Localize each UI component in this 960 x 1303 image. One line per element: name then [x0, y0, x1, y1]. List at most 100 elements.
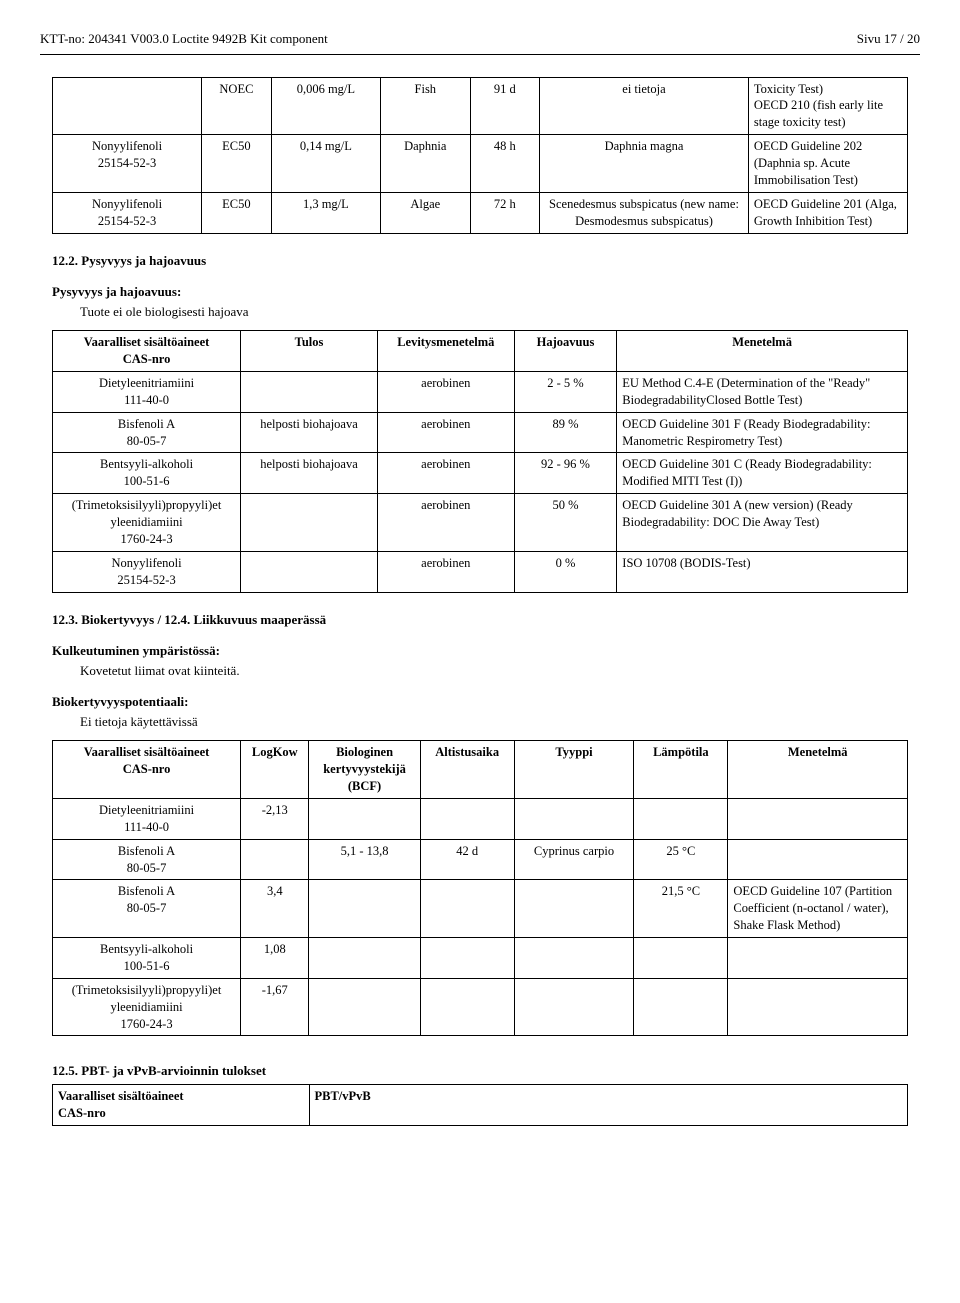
table-cell: Algae [381, 192, 470, 233]
table-cell: 50 % [514, 494, 617, 552]
table-cell: OECD Guideline 301 F (Ready Biodegradabi… [617, 412, 908, 453]
table-cell: EC50 [202, 135, 272, 193]
table-cell [514, 978, 634, 1036]
table-cell: 1,08 [241, 938, 309, 979]
pbt-header-substance: Vaaralliset sisältöaineet CAS-nro [53, 1084, 310, 1125]
table-cell: Toxicity Test) OECD 210 (fish early lite… [748, 77, 907, 135]
table-cell: aerobinen [377, 371, 514, 412]
table-cell [634, 978, 728, 1036]
table-cell [420, 938, 514, 979]
table-cell: (Trimetoksisilyyli)propyyli)et yleenidia… [53, 494, 241, 552]
table-cell [420, 798, 514, 839]
table-cell: aerobinen [377, 551, 514, 592]
ecotox-table: NOEC0,006 mg/LFish91 dei tietojaToxicity… [52, 77, 908, 234]
table-cell [728, 978, 908, 1036]
table-row: (Trimetoksisilyyli)propyyli)et yleenidia… [53, 978, 908, 1036]
table-row: Bisfenoli A 80-05-75,1 - 13,842 dCyprinu… [53, 839, 908, 880]
table-cell: OECD Guideline 301 C (Ready Biodegradabi… [617, 453, 908, 494]
table-cell [309, 798, 420, 839]
table-cell: 89 % [514, 412, 617, 453]
table-cell: Dietyleenitriamiini 111-40-0 [53, 371, 241, 412]
table-cell [728, 938, 908, 979]
table-header: Menetelmä [728, 741, 908, 799]
section-12-3-title: 12.3. Biokertyvyys / 12.4. Liikkuvuus ma… [52, 611, 920, 629]
table-cell: ISO 10708 (BODIS-Test) [617, 551, 908, 592]
table-cell: 5,1 - 13,8 [309, 839, 420, 880]
section-12-2-title: 12.2. Pysyvyys ja hajoavuus [52, 252, 920, 270]
table-cell: 0,14 mg/L [271, 135, 380, 193]
table-cell: 0,006 mg/L [271, 77, 380, 135]
transport-text: Kovetetut liimat ovat kiinteitä. [80, 662, 920, 680]
table-row: Bisfenoli A 80-05-7helposti biohajoavaae… [53, 412, 908, 453]
bioaccum-text: Ei tietoja käytettävissä [80, 713, 920, 731]
table-cell: Dietyleenitriamiini 111-40-0 [53, 798, 241, 839]
table-cell: Bisfenoli A 80-05-7 [53, 839, 241, 880]
table-cell: OECD Guideline 201 (Alga, Growth Inhibit… [748, 192, 907, 233]
table-row: NOEC0,006 mg/LFish91 dei tietojaToxicity… [53, 77, 908, 135]
table-cell [514, 798, 634, 839]
table-row: Bentsyyli-alkoholi 100-51-6helposti bioh… [53, 453, 908, 494]
table-header: Biologinenkertyvyystekijä(BCF) [309, 741, 420, 799]
table-cell [728, 798, 908, 839]
table-cell: aerobinen [377, 494, 514, 552]
table-row: Dietyleenitriamiini 111-40-0-2,13 [53, 798, 908, 839]
table-cell: Bentsyyli-alkoholi 100-51-6 [53, 453, 241, 494]
table-cell [241, 839, 309, 880]
table-cell: OECD Guideline 301 A (new version) (Read… [617, 494, 908, 552]
table-cell: aerobinen [377, 412, 514, 453]
table-header: Levitysmenetelmä [377, 331, 514, 372]
table-cell: Daphnia magna [540, 135, 749, 193]
table-cell: Nonyylifenoli 25154-52-3 [53, 551, 241, 592]
table-cell: 1,3 mg/L [271, 192, 380, 233]
table-cell: Bisfenoli A 80-05-7 [53, 412, 241, 453]
header-left: KTT-no: 204341 V003.0 Loctite 9492B Kit … [40, 30, 328, 48]
table-cell: OECD Guideline 107 (Partition Coefficien… [728, 880, 908, 938]
table-row: Dietyleenitriamiini 111-40-0aerobinen2 -… [53, 371, 908, 412]
transport-subtitle: Kulkeutuminen ympäristössä: [52, 642, 920, 660]
table-row: Nonyylifenoli 25154-52-3EC500,14 mg/LDap… [53, 135, 908, 193]
table-cell: NOEC [202, 77, 272, 135]
table-cell: helposti biohajoava [241, 412, 378, 453]
section-12-5-title: 12.5. PBT- ja vPvB-arvioinnin tulokset [52, 1062, 920, 1080]
table-cell: -1,67 [241, 978, 309, 1036]
table-cell: 42 d [420, 839, 514, 880]
table-header: Vaaralliset sisältöaineetCAS-nro [53, 331, 241, 372]
table-cell [420, 978, 514, 1036]
table-row: Nonyylifenoli 25154-52-3EC501,3 mg/LAlga… [53, 192, 908, 233]
table-header: Tulos [241, 331, 378, 372]
header-divider [40, 54, 920, 55]
table-cell: (Trimetoksisilyyli)propyyli)et yleenidia… [53, 978, 241, 1036]
table-cell [241, 494, 378, 552]
table-cell: Daphnia [381, 135, 470, 193]
bioaccumulation-table: Vaaralliset sisältöaineetCAS-nroLogKowBi… [52, 740, 908, 1036]
table-cell: EC50 [202, 192, 272, 233]
table-cell: Fish [381, 77, 470, 135]
table-cell: 3,4 [241, 880, 309, 938]
table-header: Altistusaika [420, 741, 514, 799]
table-cell: 0 % [514, 551, 617, 592]
table-header: Menetelmä [617, 331, 908, 372]
table-cell: helposti biohajoava [241, 453, 378, 494]
persistence-subtitle: Pysyvyys ja hajoavuus: [52, 283, 920, 301]
table-header: Tyyppi [514, 741, 634, 799]
table-cell [53, 77, 202, 135]
table-cell [309, 978, 420, 1036]
table-row: Nonyylifenoli 25154-52-3 aerobinen0 %ISO … [53, 551, 908, 592]
table-cell: Bentsyyli-alkoholi 100-51-6 [53, 938, 241, 979]
header-right: Sivu 17 / 20 [857, 30, 920, 48]
table-cell: Scenedesmus subspicatus (new name: Desmo… [540, 192, 749, 233]
table-cell: 25 °C [634, 839, 728, 880]
table-cell [241, 551, 378, 592]
table-cell: aerobinen [377, 453, 514, 494]
bioaccum-subtitle: Biokertyvyyspotentiaali: [52, 693, 920, 711]
table-cell [309, 938, 420, 979]
persistence-text: Tuote ei ole biologisesti hajoava [80, 303, 920, 321]
table-header: LogKow [241, 741, 309, 799]
table-cell: 91 d [470, 77, 540, 135]
table-cell: OECD Guideline 202 (Daphnia sp. Acute Im… [748, 135, 907, 193]
table-header: Hajoavuus [514, 331, 617, 372]
table-cell: EU Method C.4-E (Determination of the "R… [617, 371, 908, 412]
table-cell: 21,5 °C [634, 880, 728, 938]
table-row: (Trimetoksisilyyli)propyyli)et yleenidia… [53, 494, 908, 552]
table-cell [634, 798, 728, 839]
